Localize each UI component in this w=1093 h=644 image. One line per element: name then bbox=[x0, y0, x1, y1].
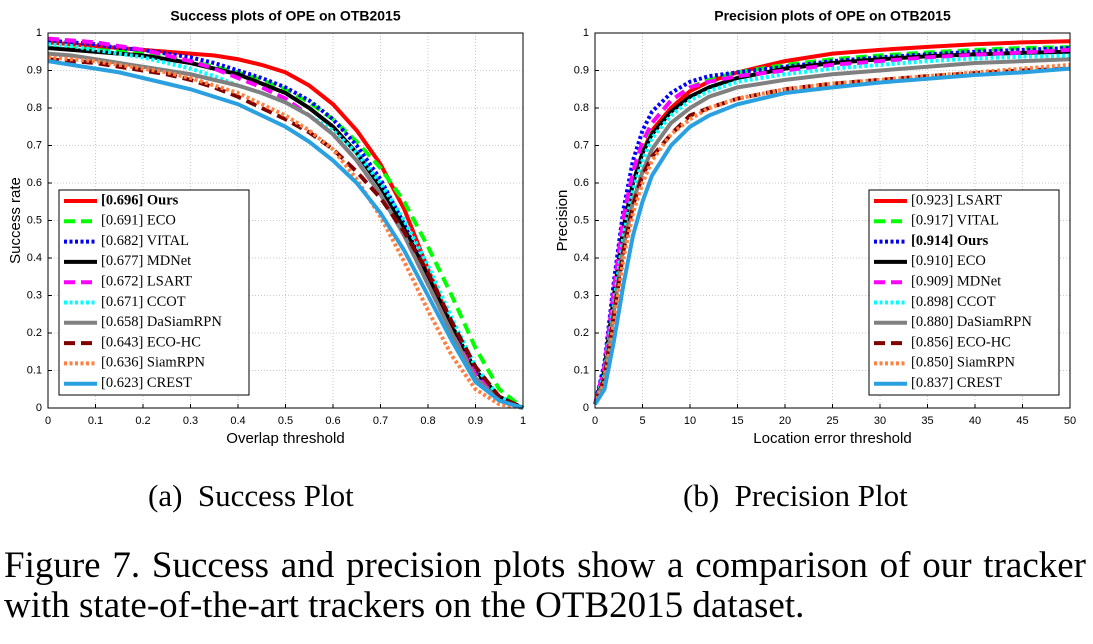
x-tick-label: 25 bbox=[826, 415, 838, 427]
x-tick-label: 0.5 bbox=[278, 415, 293, 427]
y-tick-label: 0.5 bbox=[27, 214, 42, 226]
series-line bbox=[593, 66, 1071, 406]
y-tick-label: 0.8 bbox=[27, 102, 42, 114]
series-line bbox=[47, 42, 524, 410]
series-line bbox=[593, 66, 1071, 405]
legend-box bbox=[58, 189, 250, 396]
legend-label: [0.671] CCOT bbox=[101, 294, 186, 310]
subcaption: (b) Precision Plot bbox=[683, 478, 908, 513]
y-tick-label: 0.2 bbox=[574, 327, 589, 339]
x-tick-label: 0 bbox=[592, 415, 598, 427]
y-tick-label: 0 bbox=[36, 402, 42, 414]
legend-label: [0.850] SiamRPN bbox=[911, 355, 1015, 371]
y-tick-label: 0.9 bbox=[27, 64, 42, 76]
y-tick-label: 0.9 bbox=[574, 64, 589, 76]
y-tick-label: 0.4 bbox=[574, 252, 589, 264]
legend-label: [0.837] CREST bbox=[911, 375, 1002, 391]
y-tick-label: 0.3 bbox=[27, 289, 42, 301]
chart-title: Success plots of OPE on OTB2015 bbox=[170, 8, 401, 24]
legend-label: [0.623] CREST bbox=[101, 375, 192, 391]
legend-label: [0.909] MDNet bbox=[911, 274, 1001, 290]
series-line bbox=[47, 59, 524, 410]
x-tick-label: 0.7 bbox=[373, 415, 388, 427]
y-tick-label: 0.7 bbox=[574, 139, 589, 151]
y-tick-label: 0 bbox=[583, 402, 589, 414]
legend-label: [0.917] VITAL bbox=[911, 213, 999, 229]
x-tick-label: 15 bbox=[731, 415, 743, 427]
x-tick-label: 5 bbox=[639, 415, 645, 427]
legend-label: [0.643] ECO-HC bbox=[101, 334, 201, 350]
y-tick-label: 0.1 bbox=[27, 364, 42, 376]
y-tick-label: 1 bbox=[36, 27, 42, 39]
x-tick-label: 40 bbox=[969, 415, 981, 427]
subcaption: (a) Success Plot bbox=[148, 478, 354, 513]
y-tick-label: 1 bbox=[583, 27, 589, 39]
series-line bbox=[47, 55, 524, 410]
x-tick-label: 0.4 bbox=[230, 415, 245, 427]
y-tick-label: 0.7 bbox=[27, 139, 42, 151]
x-tick-label: 0.9 bbox=[468, 415, 483, 427]
y-axis-label: Success rate bbox=[7, 177, 24, 264]
figure: Success plots of OPE on OTB2015 Overlap t… bbox=[7, 8, 1076, 447]
x-tick-label: 1 bbox=[520, 415, 526, 427]
y-tick-label: 0.2 bbox=[27, 327, 42, 339]
legend-label: [0.880] DaSiamRPN bbox=[911, 314, 1032, 330]
series-line bbox=[47, 57, 524, 410]
legend-label: [0.910] ECO bbox=[911, 253, 986, 269]
legend-label: [0.672] LSART bbox=[101, 274, 192, 290]
series-line bbox=[593, 62, 1071, 406]
y-tick-label: 0.6 bbox=[27, 177, 42, 189]
plot-frame bbox=[594, 32, 1071, 409]
legend-label: [0.898] CCOT bbox=[911, 294, 996, 310]
legend-label: [0.636] SiamRPN bbox=[101, 355, 205, 371]
x-tick-label: 0.1 bbox=[88, 415, 103, 427]
y-tick-label: 0.4 bbox=[27, 252, 42, 264]
legend-label: [0.696] Ours bbox=[101, 192, 179, 208]
legend-label: [0.856] ECO-HC bbox=[911, 334, 1011, 350]
legend-box bbox=[868, 189, 1060, 396]
x-tick-label: 30 bbox=[874, 415, 886, 427]
x-tick-label: 0.3 bbox=[183, 415, 198, 427]
legend-label: [0.682] VITAL bbox=[101, 233, 189, 249]
legend-label: [0.677] MDNet bbox=[101, 253, 191, 269]
plot-frame bbox=[47, 32, 524, 409]
x-tick-label: 45 bbox=[1016, 415, 1028, 427]
y-tick-label: 0.1 bbox=[574, 364, 589, 376]
figure-caption: Figure 7. Success and precision plots sh… bbox=[4, 545, 1086, 626]
y-tick-label: 0.6 bbox=[574, 177, 589, 189]
x-tick-label: 35 bbox=[921, 415, 933, 427]
legend-label: [0.691] ECO bbox=[101, 213, 176, 229]
x-axis-label: Location error threshold bbox=[753, 430, 911, 447]
series-line bbox=[593, 47, 1071, 405]
chart-title: Precision plots of OPE on OTB2015 bbox=[714, 8, 951, 24]
x-tick-label: 0.6 bbox=[325, 415, 340, 427]
x-tick-label: 10 bbox=[684, 415, 696, 427]
x-tick-label: 0.2 bbox=[135, 415, 150, 427]
x-axis-label: Overlap threshold bbox=[226, 430, 344, 447]
legend-label: [0.658] DaSiamRPN bbox=[101, 314, 222, 330]
x-tick-label: 50 bbox=[1064, 415, 1076, 427]
y-axis-label: Precision bbox=[554, 190, 571, 252]
legend-label: [0.914] Ours bbox=[911, 233, 989, 249]
y-tick-label: 0.8 bbox=[574, 102, 589, 114]
y-tick-label: 0.5 bbox=[574, 214, 589, 226]
legend-label: [0.923] LSART bbox=[911, 192, 1002, 208]
x-tick-label: 0.8 bbox=[420, 415, 435, 427]
x-tick-label: 0 bbox=[45, 415, 51, 427]
x-tick-label: 20 bbox=[779, 415, 791, 427]
y-tick-label: 0.3 bbox=[574, 289, 589, 301]
